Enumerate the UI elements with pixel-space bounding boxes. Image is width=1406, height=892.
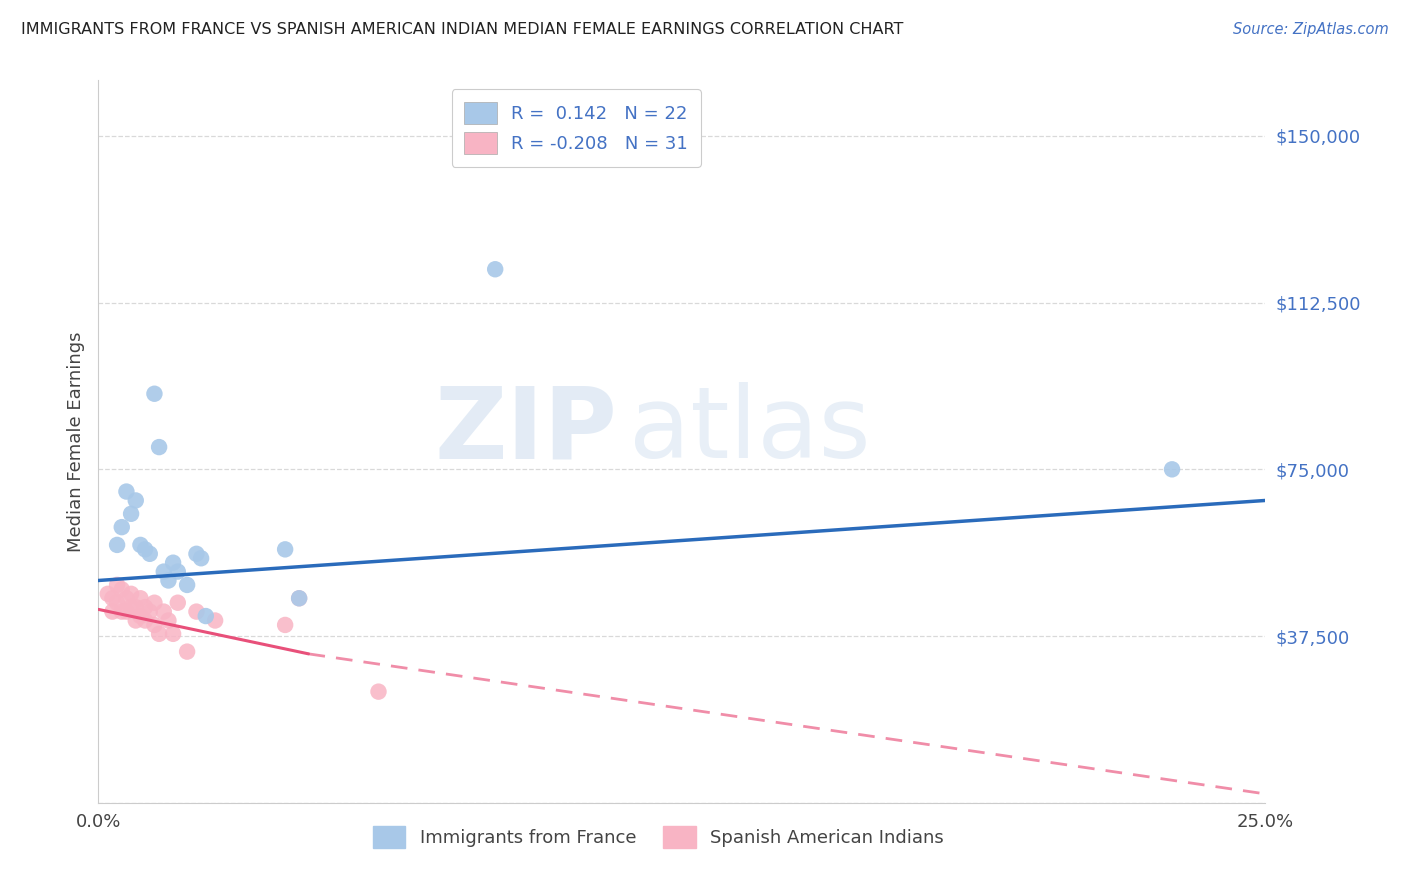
Point [194, 609, 217, 624]
Point [274, 542, 297, 557]
Point [125, 600, 148, 615]
Point [129, 609, 152, 624]
Point [111, 582, 134, 597]
Point [139, 547, 162, 561]
Point [134, 542, 156, 557]
Point [125, 493, 148, 508]
Point [157, 574, 180, 588]
Point [148, 627, 170, 641]
Text: atlas: atlas [630, 382, 872, 479]
Point [115, 605, 138, 619]
Point [367, 684, 389, 698]
Point [186, 605, 208, 619]
Text: Source: ZipAtlas.com: Source: ZipAtlas.com [1233, 22, 1389, 37]
Text: IMMIGRANTS FROM FRANCE VS SPANISH AMERICAN INDIAN MEDIAN FEMALE EARNINGS CORRELA: IMMIGRANTS FROM FRANCE VS SPANISH AMERIC… [21, 22, 904, 37]
Legend: Immigrants from France, Spanish American Indians: Immigrants from France, Spanish American… [366, 819, 952, 855]
Point [166, 596, 188, 610]
Point [115, 591, 138, 606]
Point [101, 591, 124, 606]
Point [162, 556, 184, 570]
Point [1161, 462, 1184, 476]
Point [111, 520, 134, 534]
Point [125, 614, 148, 628]
Point [176, 578, 198, 592]
Point [152, 605, 174, 619]
Point [105, 578, 128, 592]
Point [120, 600, 142, 615]
Point [129, 591, 152, 606]
Point [176, 645, 198, 659]
Point [274, 618, 297, 632]
Point [134, 600, 156, 615]
Point [134, 614, 156, 628]
Point [120, 587, 142, 601]
Point [157, 614, 180, 628]
Y-axis label: Median Female Earnings: Median Female Earnings [66, 331, 84, 552]
Point [190, 551, 212, 566]
Point [148, 440, 170, 454]
Point [115, 484, 138, 499]
Point [105, 596, 128, 610]
Point [484, 262, 506, 277]
Point [105, 538, 128, 552]
Point [204, 614, 226, 628]
Point [143, 596, 166, 610]
Point [97, 587, 120, 601]
Point [288, 591, 311, 606]
Point [143, 386, 166, 401]
Point [129, 538, 152, 552]
Point [186, 547, 208, 561]
Point [120, 507, 142, 521]
Point [101, 605, 124, 619]
Point [166, 565, 188, 579]
Point [162, 627, 184, 641]
Point [143, 618, 166, 632]
Text: ZIP: ZIP [434, 382, 617, 479]
Point [152, 565, 174, 579]
Point [288, 591, 311, 606]
Point [111, 605, 134, 619]
Point [139, 605, 162, 619]
